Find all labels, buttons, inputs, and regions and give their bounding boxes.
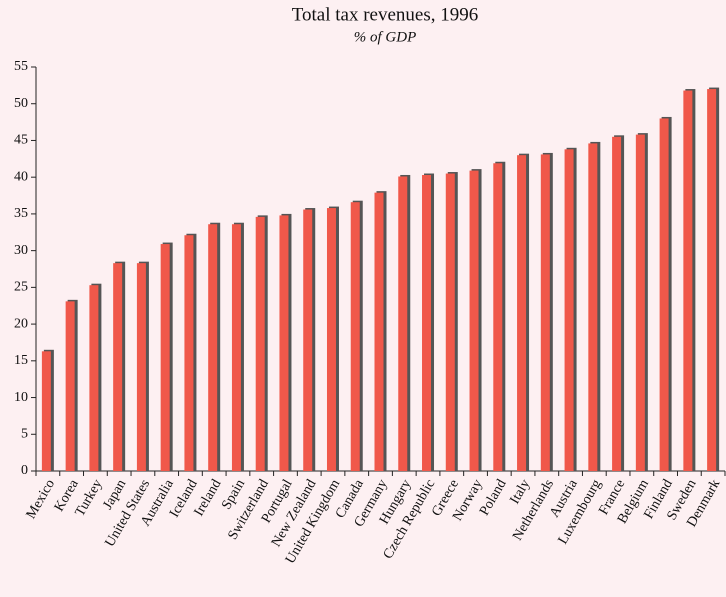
- bar: [41, 351, 51, 471]
- y-tick-label: 10: [14, 390, 28, 405]
- y-tick-label: 0: [21, 463, 28, 478]
- bar: [231, 224, 241, 471]
- x-tick-label: Mexico: [24, 477, 58, 522]
- y-tick-label: 30: [14, 243, 28, 258]
- bar: [89, 285, 99, 471]
- bar: [65, 301, 75, 471]
- bar: [374, 192, 384, 471]
- bar: [540, 154, 550, 471]
- bar: [208, 224, 218, 471]
- bar: [350, 202, 360, 472]
- y-tick-label: 45: [14, 133, 28, 148]
- bar: [422, 175, 432, 471]
- chart-subtitle: % of GDP: [354, 29, 417, 45]
- y-tick-label: 20: [14, 316, 28, 331]
- bar: [398, 176, 408, 471]
- y-tick-label: 50: [14, 96, 28, 111]
- bar: [113, 263, 123, 471]
- bar: [184, 235, 194, 471]
- bar: [659, 118, 669, 471]
- y-tick-label: 55: [14, 59, 28, 74]
- bar: [255, 216, 265, 471]
- y-tick-label: 5: [21, 426, 28, 441]
- bar: [588, 143, 598, 471]
- bar: [445, 173, 455, 472]
- bar: [303, 209, 313, 472]
- bar: [612, 136, 622, 471]
- bar: [493, 163, 503, 472]
- bar: [160, 244, 170, 471]
- bar: [635, 134, 645, 472]
- bar: [517, 155, 527, 471]
- y-tick-label: 40: [14, 169, 28, 184]
- bar: [469, 170, 479, 472]
- y-tick-label: 15: [14, 353, 28, 368]
- bar: [326, 208, 336, 471]
- bar: [707, 89, 717, 472]
- y-tick-label: 35: [14, 206, 28, 221]
- y-tick-label: 25: [14, 280, 28, 295]
- chart-title: Total tax revenues, 1996: [292, 4, 479, 25]
- bar: [564, 149, 574, 472]
- bar: [683, 90, 693, 471]
- bar: [279, 215, 289, 471]
- bar: [136, 263, 146, 471]
